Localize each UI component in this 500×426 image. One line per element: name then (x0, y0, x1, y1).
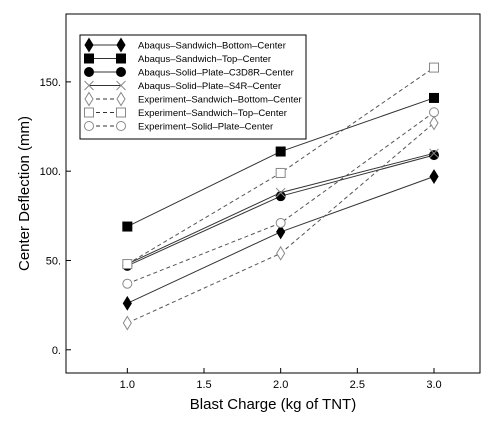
legend-marker (116, 37, 126, 53)
legend-marker (84, 37, 94, 53)
data-point (122, 315, 132, 331)
series-5 (122, 115, 439, 331)
data-point (429, 107, 439, 118)
data-point (122, 295, 132, 311)
data-point (275, 187, 286, 198)
data-point (429, 169, 439, 184)
x-tick-label: 1.0 (120, 379, 135, 391)
y-tick-label: 150. (40, 77, 61, 89)
legend-label: Experiment–Sandwich–Bottom–Center (138, 95, 302, 106)
series-7 (122, 107, 439, 289)
y-tick-label: 100. (40, 166, 61, 178)
legend-entry: Abaqus–Solid–Plate–S4R–Center (84, 80, 281, 92)
data-point (275, 146, 286, 157)
legend-entry: Abaqus–Solid–Plate–C3D8R–Center (84, 67, 294, 79)
legend-label: Abaqus–Sandwich–Top–Center (138, 54, 271, 65)
ticks-layer: 1.0 1.5 2.0 2.5 3.0 0. 50. 100. 150. (40, 77, 442, 391)
series-6 (122, 62, 439, 270)
data-point (122, 259, 133, 270)
series-1 (122, 169, 439, 311)
x-axis-title: Blast Charge (kg of TNT) (190, 396, 356, 413)
data-point (429, 115, 439, 131)
data-point (275, 167, 286, 178)
series-2 (122, 92, 439, 232)
legend-marker (84, 107, 94, 118)
legend-marker (116, 67, 126, 77)
x-tick-label: 2.0 (273, 379, 288, 391)
data-point (429, 148, 439, 159)
data-point (276, 224, 286, 240)
data-point (122, 278, 133, 289)
legend-marker (116, 80, 126, 91)
y-axis-title: Center Deflection (mm) (16, 116, 33, 271)
legend-marker (84, 53, 94, 64)
data-point (429, 150, 439, 161)
legend-entry: Abaqus–Sandwich–Bottom–Center (84, 37, 286, 53)
legend-marker (84, 121, 94, 131)
legend-marker (116, 121, 126, 131)
series-layer (122, 62, 439, 331)
legend-box (79, 34, 307, 140)
data-point (122, 221, 133, 232)
y-tick-label: 50. (46, 255, 61, 267)
legend-label: Experiment–Sandwich–Top–Center (138, 108, 287, 119)
legend-label: Abaqus–Sandwich–Bottom–Center (138, 41, 286, 52)
legend-label: Abaqus–Solid–Plate–S4R–Center (138, 81, 281, 92)
data-point (275, 217, 286, 228)
legend-marker (116, 107, 126, 118)
y-tick-label: 0. (52, 345, 61, 357)
x-tick-label: 3.0 (426, 379, 441, 391)
legend-entry: Experiment–Sandwich–Bottom–Center (84, 91, 302, 107)
plot-frame (65, 13, 481, 374)
data-point (429, 92, 439, 103)
legend-marker (84, 67, 94, 77)
data-point (276, 245, 286, 261)
legend-marker (84, 80, 94, 91)
legend-entry: Abaqus–Sandwich–Top–Center (84, 53, 271, 65)
x-tick-label: 1.5 (196, 379, 211, 391)
legend-label: Abaqus–Solid–Plate–C3D8R–Center (138, 68, 294, 79)
x-tick-label: 2.5 (350, 379, 365, 391)
data-point (429, 62, 439, 73)
legend-marker (116, 91, 126, 107)
legend-label: Experiment–Solid–Plate–Center (138, 122, 273, 133)
legend: Abaqus–Sandwich–Bottom–Center Abaqus–Sand… (79, 34, 307, 140)
legend-entry: Experiment–Solid–Plate–Center (84, 121, 273, 133)
legend-entry: Experiment–Sandwich–Top–Center (84, 107, 287, 119)
legend-marker (84, 91, 94, 107)
legend-marker (116, 53, 126, 64)
